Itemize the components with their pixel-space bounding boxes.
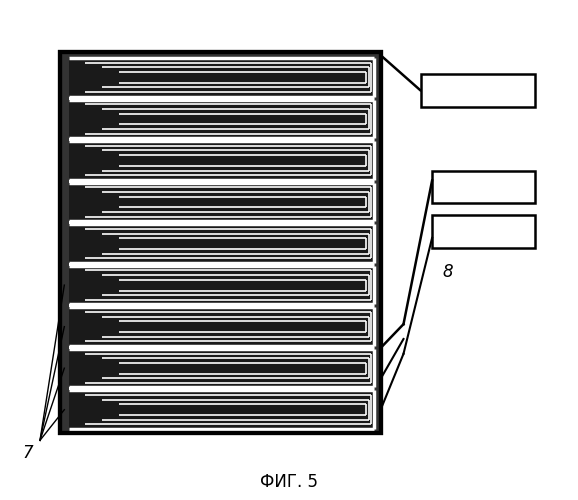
Bar	[60, 52, 69, 433]
Bar	[60, 52, 380, 58]
Bar	[69, 224, 374, 263]
Bar	[374, 52, 380, 433]
Bar	[60, 52, 380, 433]
Bar	[60, 429, 380, 433]
Text: 8: 8	[442, 263, 453, 281]
Text: ФИГ. 5: ФИГ. 5	[260, 474, 318, 492]
Bar	[432, 171, 535, 203]
Bar	[69, 183, 374, 222]
Bar	[69, 349, 374, 388]
Bar	[421, 74, 535, 106]
Bar	[69, 266, 374, 304]
Text: 7: 7	[23, 444, 34, 462]
Bar	[432, 216, 535, 248]
Bar	[69, 308, 374, 346]
Bar	[69, 100, 374, 138]
Bar	[60, 52, 380, 433]
Bar	[69, 58, 374, 96]
Bar	[60, 52, 380, 433]
Bar	[69, 141, 374, 180]
Bar	[69, 390, 374, 429]
